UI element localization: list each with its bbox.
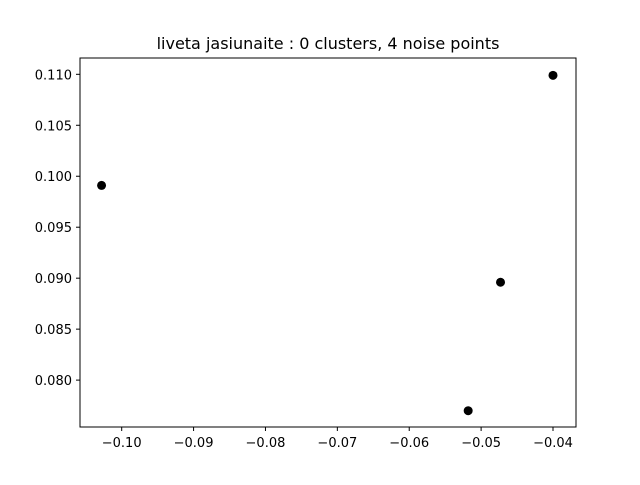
x-tick-label: −0.04 (533, 436, 573, 451)
y-tick-label: 0.090 (35, 272, 72, 287)
x-tick-label: −0.09 (174, 436, 214, 451)
x-axis: −0.10 −0.09 −0.08 −0.07 −0.06 −0.05 −0.04 (102, 427, 573, 451)
x-tick-label: −0.07 (317, 436, 357, 451)
y-tick-label: 0.105 (35, 119, 72, 134)
y-tick-label: 0.080 (35, 374, 72, 389)
x-tick-label: −0.08 (246, 436, 286, 451)
data-points (97, 70, 558, 416)
chart-title: liveta jasiunaite : 0 clusters, 4 noise … (157, 34, 500, 53)
y-tick-label: 0.100 (35, 170, 72, 185)
x-tick-label: −0.06 (389, 436, 429, 451)
scatter-point (496, 277, 506, 287)
x-tick-label: −0.05 (461, 436, 501, 451)
y-tick-label: 0.085 (35, 323, 72, 338)
x-tick-label: −0.10 (102, 436, 142, 451)
plot-area-frame (79, 57, 577, 428)
y-axis: 0.080 0.085 0.090 0.095 0.100 0.105 0.110 (35, 68, 80, 389)
scatter-point (97, 180, 107, 190)
scatter-point (463, 406, 473, 416)
scatter-point (548, 70, 558, 80)
y-tick-label: 0.095 (35, 221, 72, 236)
y-tick-label: 0.110 (35, 68, 72, 83)
